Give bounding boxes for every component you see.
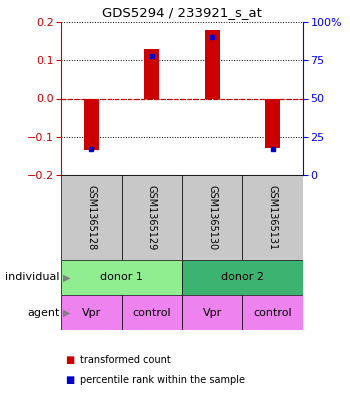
Bar bbox=[182, 295, 242, 330]
Text: individual: individual bbox=[5, 272, 60, 283]
Bar bbox=[122, 295, 182, 330]
Bar bbox=[122, 175, 182, 260]
Text: donor 2: donor 2 bbox=[221, 272, 264, 283]
Text: Vpr: Vpr bbox=[82, 307, 101, 318]
Bar bbox=[144, 49, 159, 99]
Text: control: control bbox=[253, 307, 292, 318]
Text: ▶: ▶ bbox=[63, 272, 70, 283]
Bar bbox=[205, 30, 220, 99]
Bar bbox=[265, 99, 280, 148]
Text: agent: agent bbox=[27, 307, 60, 318]
Text: control: control bbox=[133, 307, 171, 318]
Bar bbox=[182, 260, 303, 295]
Bar bbox=[61, 260, 182, 295]
Text: GSM1365128: GSM1365128 bbox=[86, 185, 97, 250]
Title: GDS5294 / 233921_s_at: GDS5294 / 233921_s_at bbox=[102, 6, 262, 19]
Bar bbox=[242, 175, 303, 260]
Text: GSM1365129: GSM1365129 bbox=[147, 185, 157, 250]
Text: Vpr: Vpr bbox=[203, 307, 222, 318]
Bar bbox=[242, 295, 303, 330]
Text: ■: ■ bbox=[65, 375, 74, 385]
Text: ▶: ▶ bbox=[63, 307, 70, 318]
Text: GSM1365130: GSM1365130 bbox=[207, 185, 217, 250]
Bar bbox=[61, 295, 122, 330]
Text: GSM1365131: GSM1365131 bbox=[267, 185, 278, 250]
Bar bbox=[182, 175, 242, 260]
Text: percentile rank within the sample: percentile rank within the sample bbox=[80, 375, 245, 385]
Bar bbox=[61, 175, 122, 260]
Bar bbox=[84, 99, 99, 150]
Text: ■: ■ bbox=[65, 355, 74, 365]
Text: transformed count: transformed count bbox=[80, 355, 171, 365]
Text: donor 1: donor 1 bbox=[100, 272, 143, 283]
